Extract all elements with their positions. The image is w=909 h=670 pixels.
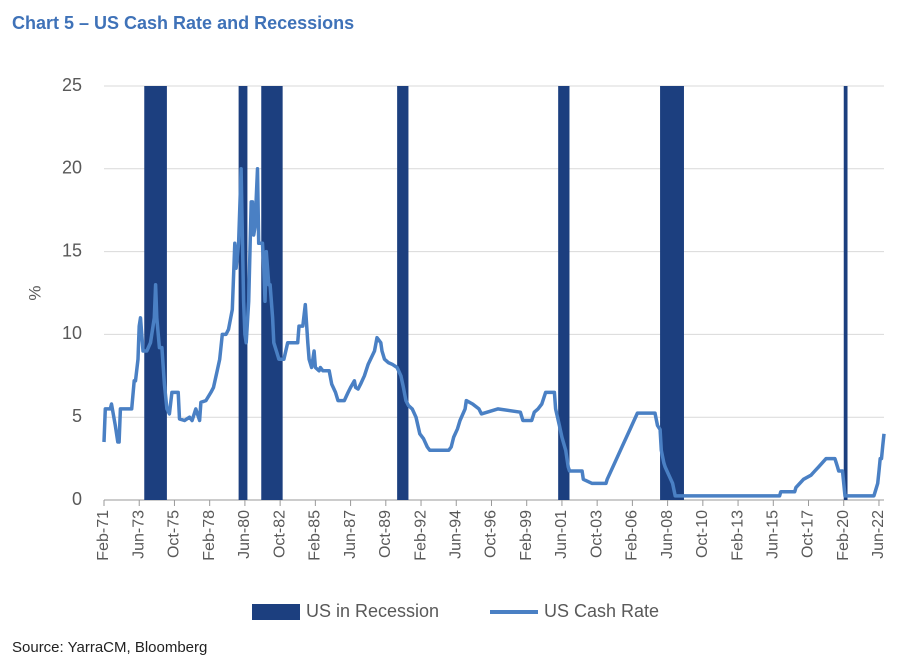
x-tick-label: Feb-13 bbox=[729, 510, 746, 561]
legend-label: US in Recession bbox=[306, 601, 439, 621]
x-tick-label: Feb-85 bbox=[307, 510, 324, 561]
x-tick-label: Oct-10 bbox=[694, 510, 711, 558]
x-tick-label: Jun-73 bbox=[130, 510, 147, 559]
x-tick-label: Jun-94 bbox=[447, 510, 464, 559]
source-note: Source: YarraCM, Bloomberg bbox=[12, 639, 207, 656]
x-tick-label: Oct-03 bbox=[588, 510, 605, 558]
recession-band bbox=[558, 86, 570, 500]
x-tick-label: Jun-08 bbox=[659, 510, 676, 559]
chart-title: Chart 5 – US Cash Rate and Recessions bbox=[12, 13, 354, 33]
legend-label: US Cash Rate bbox=[544, 601, 659, 621]
x-tick-label: Oct-82 bbox=[271, 510, 288, 558]
y-tick-label: 0 bbox=[72, 489, 82, 509]
x-tick-label: Oct-96 bbox=[483, 510, 500, 558]
y-tick-label: 15 bbox=[62, 240, 82, 260]
x-tick-label: Jun-15 bbox=[765, 510, 782, 559]
y-tick-label: 25 bbox=[62, 75, 82, 95]
line-series bbox=[102, 167, 886, 498]
y-tick-label: 20 bbox=[62, 158, 82, 178]
x-tick-label: Feb-71 bbox=[95, 510, 112, 561]
x-tick-label: Oct-75 bbox=[166, 510, 183, 558]
x-tick-label: Feb-78 bbox=[201, 510, 218, 561]
x-tick-label: Oct-17 bbox=[800, 510, 817, 558]
recession-band bbox=[843, 86, 848, 500]
x-tick-label: Jun-01 bbox=[553, 510, 570, 559]
legend-swatch bbox=[252, 604, 300, 620]
x-tick-label: Feb-92 bbox=[412, 510, 429, 561]
recession-band bbox=[660, 86, 684, 500]
x-tick-label: Oct-89 bbox=[377, 510, 394, 558]
x-tick-label: Feb-20 bbox=[835, 510, 852, 561]
x-tick-label: Jun-80 bbox=[236, 510, 253, 559]
x-tick-label: Jun-22 bbox=[870, 510, 887, 559]
x-tick-label: Feb-06 bbox=[624, 510, 641, 561]
y-axis-label: % bbox=[25, 285, 44, 300]
recession-band bbox=[397, 86, 409, 500]
y-tick-label: 10 bbox=[62, 323, 82, 343]
y-tick-label: 5 bbox=[72, 406, 82, 426]
x-tick-label: Feb-99 bbox=[518, 510, 535, 561]
x-tick-label: Jun-87 bbox=[342, 510, 359, 559]
